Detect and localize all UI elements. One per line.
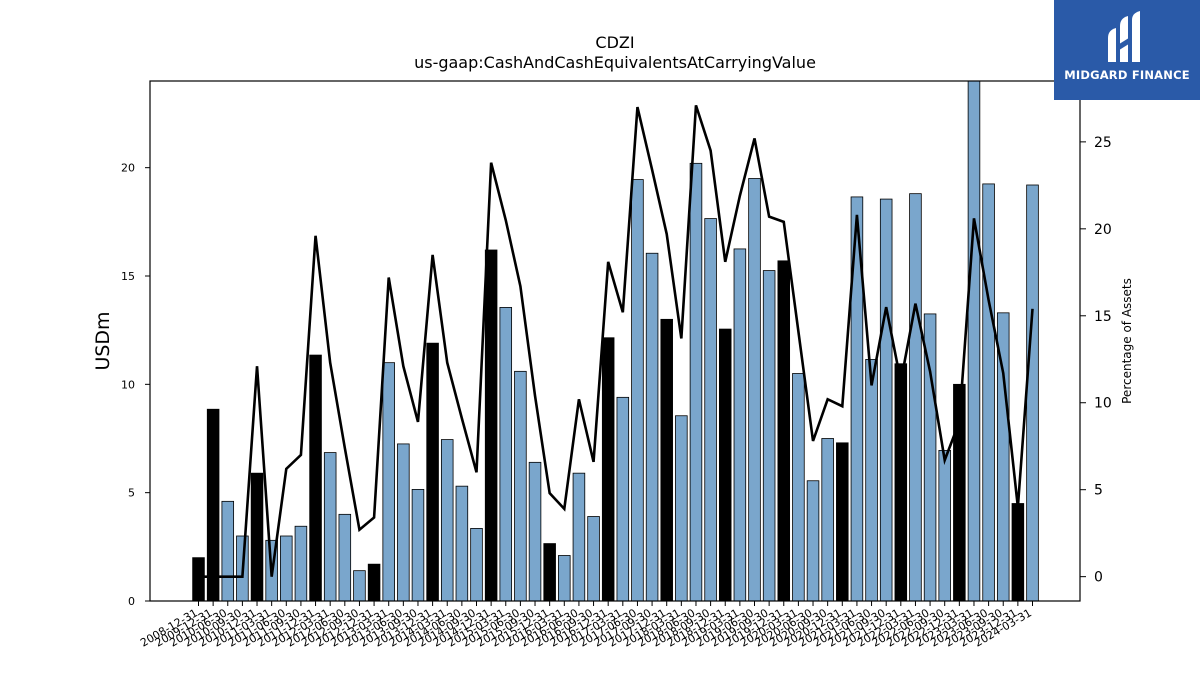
bar <box>704 218 717 602</box>
bar <box>558 555 571 602</box>
bar <box>733 248 747 602</box>
y-tick-label: 10 <box>121 378 135 391</box>
bar <box>499 307 513 602</box>
bar <box>353 570 366 602</box>
bar <box>382 362 395 602</box>
bars-layer <box>192 80 1039 602</box>
bar <box>484 249 498 602</box>
chart-subtitle: us-gaap:CashAndCashEquivalentsAtCarrying… <box>414 53 816 72</box>
brand-logo: MIDGARD FINANCE <box>1054 0 1200 100</box>
ticks-layer: 0510152005101520252008-12-312009-12-3120… <box>121 135 1112 650</box>
bar <box>938 450 951 602</box>
bar <box>309 354 322 602</box>
bar <box>601 337 615 602</box>
axes-layer <box>149 80 1081 602</box>
bar <box>616 396 630 602</box>
bar <box>411 489 425 602</box>
bar <box>792 373 805 602</box>
bar <box>836 442 849 602</box>
bar <box>660 318 673 602</box>
bar <box>689 162 703 602</box>
bar <box>1026 184 1039 602</box>
bar <box>440 439 454 602</box>
bar <box>748 178 761 602</box>
y2-tick-label: 20 <box>1094 222 1112 238</box>
bar <box>294 525 308 602</box>
bar <box>192 557 205 602</box>
bar <box>1011 503 1025 602</box>
bar <box>250 472 264 602</box>
bar <box>514 370 527 602</box>
bar <box>426 342 439 602</box>
bar <box>470 528 483 602</box>
bar <box>367 563 381 602</box>
bar <box>455 485 469 602</box>
bar <box>675 415 688 602</box>
bar <box>894 363 908 602</box>
bar <box>718 328 732 602</box>
y2-axis-label: Percentage of Assets <box>1120 278 1134 404</box>
y-tick-label: 0 <box>128 595 135 608</box>
plot-frame <box>149 80 1081 602</box>
y2-tick-label: 0 <box>1094 570 1103 586</box>
bar <box>221 500 235 602</box>
bar <box>806 480 820 602</box>
bar <box>338 513 352 602</box>
y2-tick-label: 15 <box>1094 309 1112 325</box>
y2-tick-label: 5 <box>1094 483 1103 499</box>
bar <box>982 183 995 602</box>
chart-title: CDZI <box>595 33 634 52</box>
brand-logo-icon <box>1108 11 1140 62</box>
bar <box>762 270 776 602</box>
bar <box>587 516 600 602</box>
line-layer <box>198 104 1034 578</box>
bar <box>821 438 834 602</box>
bar <box>645 252 659 602</box>
bar <box>777 260 791 602</box>
bar <box>879 198 893 602</box>
y-tick-label: 20 <box>121 162 135 175</box>
bar <box>631 179 644 602</box>
bar <box>865 359 878 602</box>
y-axis-label: USDm <box>92 311 114 370</box>
bar <box>323 452 337 602</box>
bar <box>528 461 542 602</box>
bar <box>572 472 586 602</box>
bar <box>967 80 981 602</box>
y-tick-label: 15 <box>121 270 135 283</box>
y2-tick-label: 10 <box>1094 396 1112 412</box>
bar <box>909 193 922 602</box>
bar <box>206 408 220 602</box>
bar <box>543 543 556 602</box>
bar <box>280 535 293 602</box>
brand-name: MIDGARD FINANCE <box>1064 68 1190 82</box>
y2-tick-label: 25 <box>1094 135 1112 151</box>
series-line <box>198 104 1034 578</box>
bar <box>397 443 410 602</box>
y-tick-label: 5 <box>128 487 135 500</box>
